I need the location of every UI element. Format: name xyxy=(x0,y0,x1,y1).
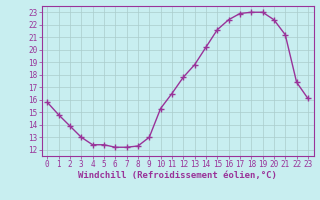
X-axis label: Windchill (Refroidissement éolien,°C): Windchill (Refroidissement éolien,°C) xyxy=(78,171,277,180)
